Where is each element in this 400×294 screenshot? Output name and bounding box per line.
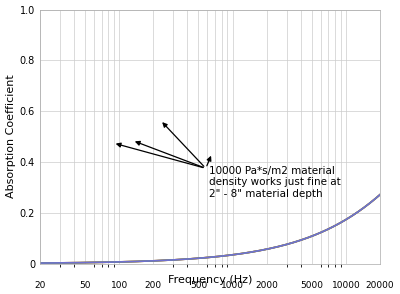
Text: 1000: 1000 bbox=[221, 281, 244, 290]
Text: 10000: 10000 bbox=[332, 281, 360, 290]
Text: 10000 Pa*s/m2 material
density works just fine at
2" - 8" material depth: 10000 Pa*s/m2 material density works jus… bbox=[209, 166, 341, 199]
Text: 20000: 20000 bbox=[366, 281, 394, 290]
Y-axis label: Absorption Coefficient: Absorption Coefficient bbox=[6, 75, 16, 198]
Text: 20: 20 bbox=[34, 281, 46, 290]
Text: 5000: 5000 bbox=[300, 281, 323, 290]
Text: 200: 200 bbox=[145, 281, 162, 290]
Text: 500: 500 bbox=[190, 281, 207, 290]
Text: 2000: 2000 bbox=[255, 281, 278, 290]
X-axis label: Frequency (Hz): Frequency (Hz) bbox=[168, 275, 252, 285]
Text: 50: 50 bbox=[79, 281, 91, 290]
Text: 100: 100 bbox=[110, 281, 128, 290]
